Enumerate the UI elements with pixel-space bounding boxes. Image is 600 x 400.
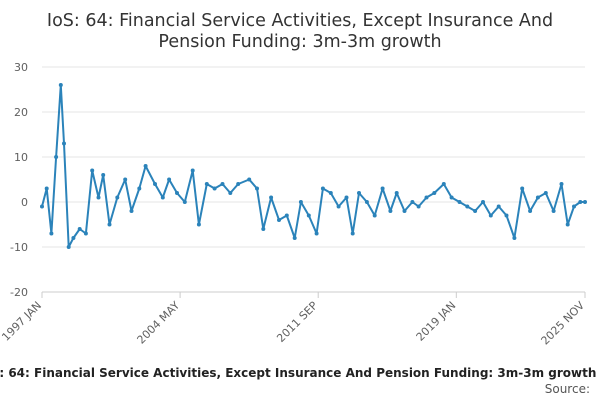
- data-point: [228, 191, 233, 195]
- data-point: [488, 213, 493, 218]
- x-axis-ticks: 1997 JAN 2004 MAY 2011 SEP 2019 JAN 2025 NOV: [0, 292, 587, 348]
- y-tick-label: 10: [14, 151, 28, 164]
- data-point: [129, 209, 134, 213]
- data-point: [583, 200, 587, 204]
- data-point: [107, 222, 112, 227]
- x-tick-label: 2004 MAY: [135, 299, 183, 347]
- data-point: [190, 168, 195, 173]
- data-point: [83, 231, 88, 236]
- data-point: [520, 186, 525, 191]
- source-label: Source:: [545, 382, 590, 396]
- data-point: [535, 195, 540, 200]
- data-point: [473, 209, 478, 213]
- data-point: [465, 204, 470, 209]
- data-point: [115, 195, 120, 200]
- data-point: [344, 195, 349, 200]
- data-point: [572, 204, 576, 209]
- data-point: [90, 168, 95, 173]
- data-point: [160, 195, 165, 200]
- data-point: [255, 186, 259, 191]
- data-point: [123, 177, 128, 182]
- data-point: [578, 200, 583, 204]
- data-point: [196, 222, 201, 227]
- y-tick-label: 20: [14, 106, 28, 119]
- data-point: [44, 186, 49, 191]
- data-point: [182, 200, 187, 204]
- data-point: [143, 164, 148, 168]
- x-tick-label: 2011 SEP: [274, 299, 320, 345]
- y-tick-label: -20: [10, 286, 28, 299]
- data-point: [54, 155, 59, 159]
- data-point: [504, 213, 509, 218]
- data-point: [269, 195, 274, 200]
- data-point: [372, 213, 377, 218]
- data-point: [204, 182, 209, 186]
- data-point: [457, 200, 462, 204]
- data-point: [328, 191, 333, 195]
- data-point: [284, 213, 289, 218]
- data-point: [247, 177, 252, 182]
- data-point: [528, 209, 533, 213]
- data-point: [101, 173, 106, 177]
- data-point: [357, 191, 361, 195]
- x-tick-label: 2019 JAN: [414, 299, 459, 344]
- y-tick-label: 30: [14, 61, 28, 74]
- data-point: [380, 186, 385, 191]
- data-point: [432, 191, 437, 195]
- x-tick-label: 2025 NOV: [539, 299, 588, 348]
- data-point: [62, 141, 66, 146]
- data-point: [565, 222, 570, 227]
- data-point: [481, 200, 485, 204]
- chart-title-line-1: IoS: 64: Financial Service Activities, E…: [47, 11, 553, 31]
- data-point: [220, 182, 225, 186]
- data-point: [496, 204, 501, 209]
- data-point: [424, 195, 429, 200]
- data-point: [66, 245, 71, 249]
- gridlines: [42, 66, 585, 248]
- data-point: [167, 177, 172, 182]
- data-point: [402, 209, 407, 213]
- data-point: [77, 227, 82, 231]
- data-point: [212, 186, 217, 191]
- data-point: [350, 231, 355, 236]
- data-point: [314, 231, 319, 236]
- data-point: [551, 209, 556, 213]
- data-point: [441, 182, 446, 186]
- footer-title: IoS: 64: Financial Service Activities, E…: [0, 366, 596, 380]
- data-point: [364, 200, 369, 204]
- data-point: [559, 182, 564, 186]
- y-tick-label: -10: [10, 241, 28, 254]
- data-point: [175, 191, 179, 195]
- series-group: [40, 83, 587, 249]
- data-point: [261, 227, 266, 231]
- data-point: [306, 213, 311, 218]
- data-point: [320, 186, 325, 191]
- data-point: [277, 218, 281, 222]
- data-point: [336, 204, 341, 209]
- data-point: [137, 186, 142, 191]
- data-point: [96, 195, 101, 200]
- data-point: [410, 200, 415, 204]
- data-point: [394, 191, 399, 195]
- data-point: [49, 231, 54, 236]
- series-line: [41, 84, 585, 248]
- data-point: [512, 236, 517, 240]
- data-point: [40, 204, 44, 209]
- data-point: [153, 182, 157, 186]
- data-point: [388, 209, 393, 213]
- data-point: [543, 191, 548, 195]
- chart-title-line-2: Pension Funding: 3m-3m growth: [158, 32, 441, 52]
- y-tick-label: 0: [21, 196, 28, 209]
- data-point: [416, 204, 421, 209]
- x-tick-label: 1997 JAN: [0, 299, 44, 344]
- data-point: [292, 236, 297, 240]
- data-point: [236, 182, 241, 186]
- y-axis-ticks: 30 20 10 0 -10 -20: [10, 61, 28, 299]
- data-point: [449, 195, 454, 200]
- data-point: [71, 236, 76, 240]
- data-point: [298, 200, 303, 204]
- data-point: [58, 83, 63, 87]
